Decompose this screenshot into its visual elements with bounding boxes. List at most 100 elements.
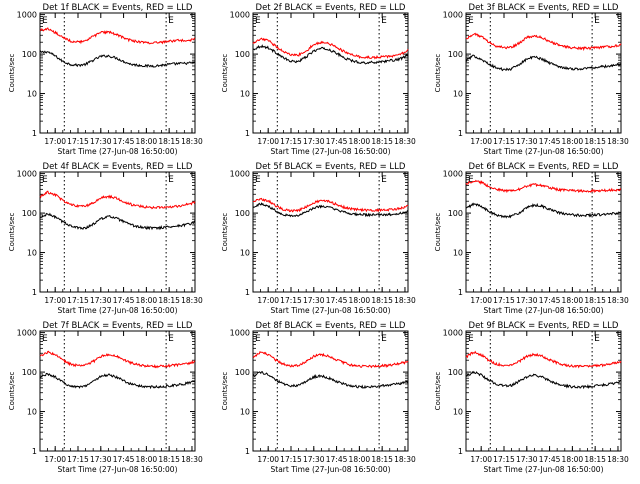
y-tick-label: 100 bbox=[448, 50, 463, 59]
y-axis-label: Counts/sec bbox=[434, 213, 442, 252]
y-tick-label: 1 bbox=[458, 447, 463, 456]
y-tick-label: 10 bbox=[240, 90, 250, 99]
x-tick-label: 18:00 bbox=[562, 455, 584, 464]
y-axis-label: Counts/sec bbox=[221, 372, 229, 411]
y-tick-label: 100 bbox=[22, 209, 37, 218]
y-tick-label: 1000 bbox=[230, 329, 250, 338]
y-tick-label: 10 bbox=[27, 249, 37, 258]
x-tick-label: 17:30 bbox=[90, 296, 112, 305]
panel-det-9: Det 9f BLACK = Events, RED = LLD 1 10 100 10… bbox=[434, 321, 629, 474]
e-marker: E bbox=[42, 16, 48, 26]
y-tick-label: 1 bbox=[32, 447, 37, 456]
x-axis-label: Start Time (27-Jun-08 16:50:00) bbox=[484, 465, 604, 474]
x-tick-label: 17:15 bbox=[280, 296, 302, 305]
x-axis-label: Start Time (27-Jun-08 16:50:00) bbox=[271, 465, 391, 474]
x-tick-label: 17:45 bbox=[326, 296, 348, 305]
x-tick-label: 17:30 bbox=[303, 296, 325, 305]
x-tick-label: 17:45 bbox=[539, 296, 561, 305]
x-axis-label: Start Time (27-Jun-08 16:50:00) bbox=[58, 147, 178, 156]
y-tick-label: 100 bbox=[235, 209, 250, 218]
y-tick-label: 10 bbox=[240, 408, 250, 417]
y-tick-label: 1 bbox=[32, 288, 37, 297]
series-lld-line bbox=[252, 351, 409, 369]
series-lld-line bbox=[39, 190, 196, 210]
x-tick-label: 18:30 bbox=[181, 455, 203, 464]
x-tick-label: 18:30 bbox=[181, 137, 203, 146]
y-tick-label: 100 bbox=[448, 209, 463, 218]
y-axis-label: Counts/sec bbox=[221, 213, 229, 252]
e-marker: E bbox=[468, 175, 474, 185]
chart-title: Det 5f BLACK = Events, RED = LLD bbox=[256, 162, 406, 172]
series-lld-line bbox=[465, 32, 622, 52]
y-tick-label: 1 bbox=[32, 129, 37, 138]
plot-frame bbox=[252, 12, 409, 134]
y-tick-label: 100 bbox=[235, 50, 250, 59]
x-tick-label: 18:00 bbox=[136, 296, 158, 305]
x-tick-label: 18:00 bbox=[349, 455, 371, 464]
x-tick-label: 17:30 bbox=[303, 455, 325, 464]
x-tick-label: 17:15 bbox=[280, 137, 302, 146]
e-marker: E bbox=[468, 334, 474, 344]
e-marker: E bbox=[42, 175, 48, 185]
x-tick-label: 18:00 bbox=[136, 455, 158, 464]
x-tick-label: 18:00 bbox=[349, 137, 371, 146]
y-tick-label: 10 bbox=[27, 90, 37, 99]
plot-frame bbox=[465, 171, 622, 293]
x-tick-label: 18:30 bbox=[394, 296, 416, 305]
y-tick-label: 1000 bbox=[443, 11, 463, 20]
x-tick-label: 17:00 bbox=[257, 455, 279, 464]
y-axis-label: Counts/sec bbox=[434, 372, 442, 411]
x-tick-label: 18:30 bbox=[607, 296, 629, 305]
x-tick-label: 17:15 bbox=[493, 137, 515, 146]
y-tick-label: 1 bbox=[245, 288, 250, 297]
chart-title: Det 2f BLACK = Events, RED = LLD bbox=[256, 3, 406, 13]
e-marker: E bbox=[168, 16, 174, 26]
x-tick-label: 17:30 bbox=[516, 296, 538, 305]
x-tick-label: 18:00 bbox=[562, 296, 584, 305]
x-tick-label: 17:00 bbox=[470, 137, 492, 146]
y-tick-label: 100 bbox=[22, 368, 37, 377]
x-tick-label: 17:30 bbox=[516, 455, 538, 464]
y-tick-label: 1000 bbox=[230, 170, 250, 179]
y-tick-label: 10 bbox=[27, 408, 37, 417]
e-marker: E bbox=[255, 334, 261, 344]
y-tick-label: 1 bbox=[245, 129, 250, 138]
y-tick-label: 10 bbox=[453, 249, 463, 258]
y-tick-label: 1 bbox=[458, 288, 463, 297]
x-tick-label: 18:00 bbox=[562, 137, 584, 146]
y-tick-label: 100 bbox=[235, 368, 250, 377]
panel-det-8: Det 8f BLACK = Events, RED = LLD 1 10 100 10… bbox=[221, 321, 416, 474]
plot-frame bbox=[39, 330, 196, 452]
y-tick-label: 10 bbox=[453, 408, 463, 417]
x-tick-label: 18:15 bbox=[158, 455, 180, 464]
y-axis-label: Counts/sec bbox=[221, 54, 229, 93]
x-tick-label: 18:30 bbox=[607, 455, 629, 464]
series-lld-line bbox=[252, 197, 409, 213]
x-tick-label: 17:00 bbox=[257, 137, 279, 146]
x-tick-label: 17:45 bbox=[113, 296, 135, 305]
panel-det-3: Det 3f BLACK = Events, RED = LLD 1 10 100 10… bbox=[434, 3, 629, 156]
series-lld-line bbox=[465, 350, 622, 369]
panel-det-6: Det 6f BLACK = Events, RED = LLD 1 10 100 10… bbox=[434, 162, 629, 315]
x-tick-label: 17:15 bbox=[493, 455, 515, 464]
x-tick-label: 17:15 bbox=[67, 137, 89, 146]
series-events-line bbox=[252, 202, 409, 218]
panel-det-4: Det 4f BLACK = Events, RED = LLD 1 10 100 10… bbox=[8, 162, 203, 315]
series-events-line bbox=[39, 372, 196, 390]
y-tick-label: 1 bbox=[245, 447, 250, 456]
y-axis-label: Counts/sec bbox=[8, 54, 16, 93]
x-tick-label: 17:00 bbox=[44, 296, 66, 305]
x-tick-label: 17:15 bbox=[67, 296, 89, 305]
x-tick-label: 17:30 bbox=[90, 137, 112, 146]
chart-title: Det 4f BLACK = Events, RED = LLD bbox=[43, 162, 193, 172]
y-tick-label: 100 bbox=[448, 368, 463, 377]
y-axis-label: Counts/sec bbox=[8, 372, 16, 411]
x-tick-label: 18:15 bbox=[584, 455, 606, 464]
e-marker: E bbox=[594, 175, 600, 185]
e-marker: E bbox=[255, 16, 261, 26]
chart-title: Det 9f BLACK = Events, RED = LLD bbox=[469, 321, 619, 331]
x-axis-label: Start Time (27-Jun-08 16:50:00) bbox=[484, 147, 604, 156]
plot-frame bbox=[252, 330, 409, 452]
y-tick-label: 100 bbox=[22, 50, 37, 59]
